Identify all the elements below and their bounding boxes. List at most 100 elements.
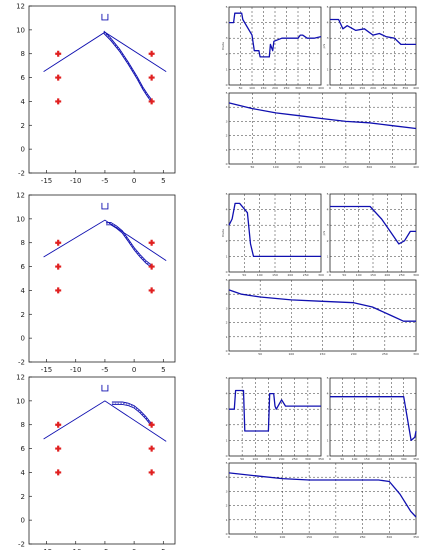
y-tick-label: 2	[226, 52, 228, 56]
target-marker	[148, 421, 155, 428]
x-tick-label: 150	[306, 535, 312, 539]
x-tick-label: 200	[370, 86, 376, 90]
x-tick-label: 300	[392, 86, 398, 90]
x-tick-label: 200	[376, 457, 382, 461]
y-tick-label: 2	[21, 493, 25, 501]
y-axis-label: theta	[221, 42, 225, 50]
x-tick-label: 50	[258, 352, 262, 356]
x-tick-label: 300	[366, 165, 372, 169]
y-tick-label: 3	[226, 489, 228, 493]
y-tick-label: 1	[327, 254, 329, 258]
plot-frame	[28, 194, 176, 363]
x-tick-label: 350	[307, 86, 313, 90]
x-tick-label: 200	[384, 273, 390, 277]
y-tick-label: 2	[21, 311, 25, 319]
x-tick-label: 100	[356, 273, 362, 277]
x-tick-label: 250	[381, 86, 387, 90]
plot-frame	[28, 5, 176, 174]
x-tick-label: -10	[70, 366, 81, 374]
y-tick-label: 4	[327, 21, 329, 25]
x-tick-label: 350	[318, 457, 324, 461]
y-tick-label: 2	[327, 52, 329, 56]
x-tick-label: 5	[161, 548, 165, 550]
x-tick-label: 50	[242, 273, 246, 277]
y-tick-label: 0	[226, 270, 228, 274]
y-tick-label: 0	[226, 162, 228, 166]
x-tick-label: 5	[161, 177, 165, 185]
x-tick-label: 100	[352, 457, 358, 461]
x-tick-label: 200	[279, 457, 285, 461]
y-tick-label: 2	[327, 423, 329, 427]
y-tick-label: 3	[226, 119, 228, 123]
y-tick-label: 4	[226, 105, 228, 109]
target-marker	[148, 469, 155, 476]
x-tick-label: 0	[132, 366, 136, 374]
y-tick-label: 12	[16, 374, 25, 382]
x-tick-label: 250	[284, 86, 290, 90]
y-tick-label: 8	[21, 239, 25, 247]
x-tick-label: 50	[254, 535, 258, 539]
y-tick-label: 1	[226, 67, 228, 71]
data-line	[228, 289, 416, 322]
y-tick-label: 4	[226, 392, 228, 396]
y-tick-label: 5	[226, 5, 228, 9]
x-tick-label: 0	[228, 273, 230, 277]
x-tick-label: -10	[70, 177, 81, 185]
target-marker	[55, 287, 62, 294]
y-tick-label: 4	[226, 292, 228, 296]
target-marker	[55, 445, 62, 452]
target-marker	[55, 98, 62, 105]
x-tick-label: 200	[287, 273, 293, 277]
y-axis-label: phi	[322, 231, 326, 236]
y-tick-label: 0	[226, 83, 228, 87]
plot-frame	[228, 193, 322, 273]
x-tick-label: 250	[389, 457, 395, 461]
y-tick-label: 6	[21, 445, 26, 453]
x-tick-label: 350	[390, 165, 396, 169]
y-tick-label: 1	[226, 335, 228, 339]
x-tick-label: 200	[320, 165, 326, 169]
y-tick-label: -2	[18, 170, 25, 178]
y-tick-label: 1	[226, 518, 228, 522]
x-tick-label: 100	[280, 535, 286, 539]
x-tick-label: 0	[329, 457, 331, 461]
x-tick-label: 100	[349, 86, 355, 90]
cone-line	[43, 219, 167, 261]
y-tick-label: 0	[21, 517, 25, 525]
y-tick-label: 5	[226, 192, 228, 196]
y-tick-label: 4	[226, 475, 228, 479]
x-tick-label: 100	[249, 86, 255, 90]
apex-marker	[101, 13, 109, 21]
x-tick-label: 300	[318, 273, 324, 277]
x-tick-label: -5	[101, 177, 108, 185]
main-plot-2: -15 -10 -5 0 5 12 10 8 6 4 2 0 -2	[16, 192, 176, 374]
x-tick-label: 150	[261, 86, 267, 90]
x-tick-label: 0	[228, 457, 230, 461]
x-tick-label: 0	[228, 165, 230, 169]
y-tick-label: 4	[327, 208, 329, 212]
y-tick-label: 12	[16, 3, 25, 11]
data-line	[228, 102, 417, 130]
y-tick-label: 12	[16, 192, 25, 200]
y-tick-label: 3	[226, 36, 228, 40]
plot-frame	[329, 377, 417, 457]
x-tick-label: 300	[413, 352, 419, 356]
data-line	[228, 202, 321, 258]
y-tick-label: 0	[226, 454, 228, 458]
x-tick-label: 300	[386, 535, 392, 539]
x-tick-label: 50	[340, 457, 344, 461]
y-tick-label: 10	[16, 26, 25, 34]
y-tick-label: 10	[16, 397, 25, 405]
x-tick-label: -10	[70, 548, 81, 550]
x-tick-label: 0	[132, 177, 136, 185]
data-line	[229, 389, 321, 432]
target-marker	[148, 98, 155, 105]
x-tick-label: 50	[342, 273, 346, 277]
y-tick-label: 1	[327, 67, 329, 71]
data-line	[330, 396, 417, 442]
